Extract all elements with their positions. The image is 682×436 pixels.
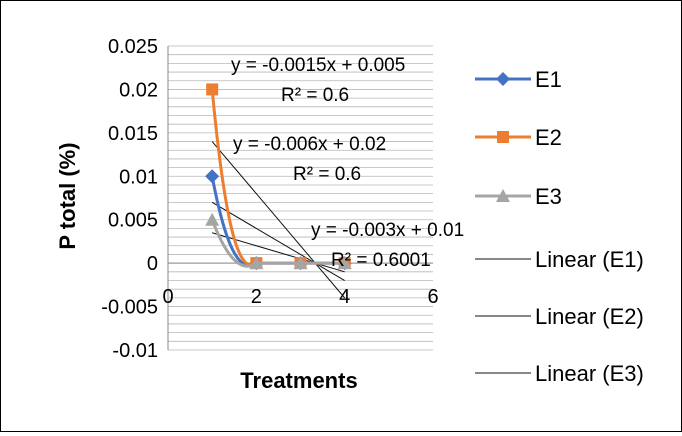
x-tick-label: 2 bbox=[251, 286, 262, 308]
y-tick-label: 0 bbox=[147, 253, 158, 275]
x-tick-label: 0 bbox=[162, 286, 173, 308]
legend: E1 E2 E3 Linear (E1) Linear (E2) Linear (E3) bbox=[475, 67, 644, 386]
y-tick-label: 0.025 bbox=[108, 36, 158, 58]
data-point bbox=[497, 131, 509, 143]
trendline-r2: R² = 0.6001 bbox=[331, 250, 431, 271]
trendline-r2: R² = 0.6 bbox=[281, 85, 349, 106]
legend-label: E3 bbox=[535, 184, 562, 209]
series-line bbox=[210, 219, 345, 268]
y-tick-label: 0.01 bbox=[119, 166, 158, 188]
y-tick-label: -0.01 bbox=[112, 340, 158, 362]
legend-label: E2 bbox=[535, 125, 562, 150]
data-point bbox=[249, 256, 264, 270]
trendline-equation: y = -0.003x + 0.01 bbox=[311, 220, 464, 241]
legend-label: Linear (E2) bbox=[535, 304, 644, 329]
legend-label: Linear (E1) bbox=[535, 247, 644, 272]
data-point bbox=[205, 169, 220, 184]
legend-label: E1 bbox=[535, 67, 562, 92]
trendline-equations: y = -0.003x + 0.01 R² = 0.6001 y = -0.006x… bbox=[231, 55, 464, 271]
trendline-equation: y = -0.006x + 0.02 bbox=[233, 134, 386, 155]
data-point bbox=[205, 212, 220, 226]
x-axis-title: Treatments bbox=[240, 368, 357, 393]
trendline-r2: R² = 0.6 bbox=[293, 164, 361, 185]
data-point bbox=[293, 256, 308, 270]
data-point bbox=[206, 83, 219, 96]
data-point bbox=[496, 72, 510, 86]
y-axis-title: P total (%) bbox=[55, 142, 80, 249]
data-point bbox=[337, 256, 352, 270]
y-tick-label: 0.02 bbox=[119, 79, 158, 101]
trendline-equation: y = -0.0015x + 0.005 bbox=[231, 55, 405, 76]
x-tick-label: 6 bbox=[427, 286, 438, 308]
trendline bbox=[211, 141, 346, 299]
y-tick-label: -0.005 bbox=[101, 297, 158, 319]
y-tick-label: 0.005 bbox=[108, 210, 158, 232]
legend-label: Linear (E3) bbox=[535, 361, 644, 386]
data-point bbox=[496, 189, 510, 202]
y-tick-label: 0.015 bbox=[108, 123, 158, 145]
trendline bbox=[211, 201, 345, 281]
series-group bbox=[205, 83, 352, 271]
